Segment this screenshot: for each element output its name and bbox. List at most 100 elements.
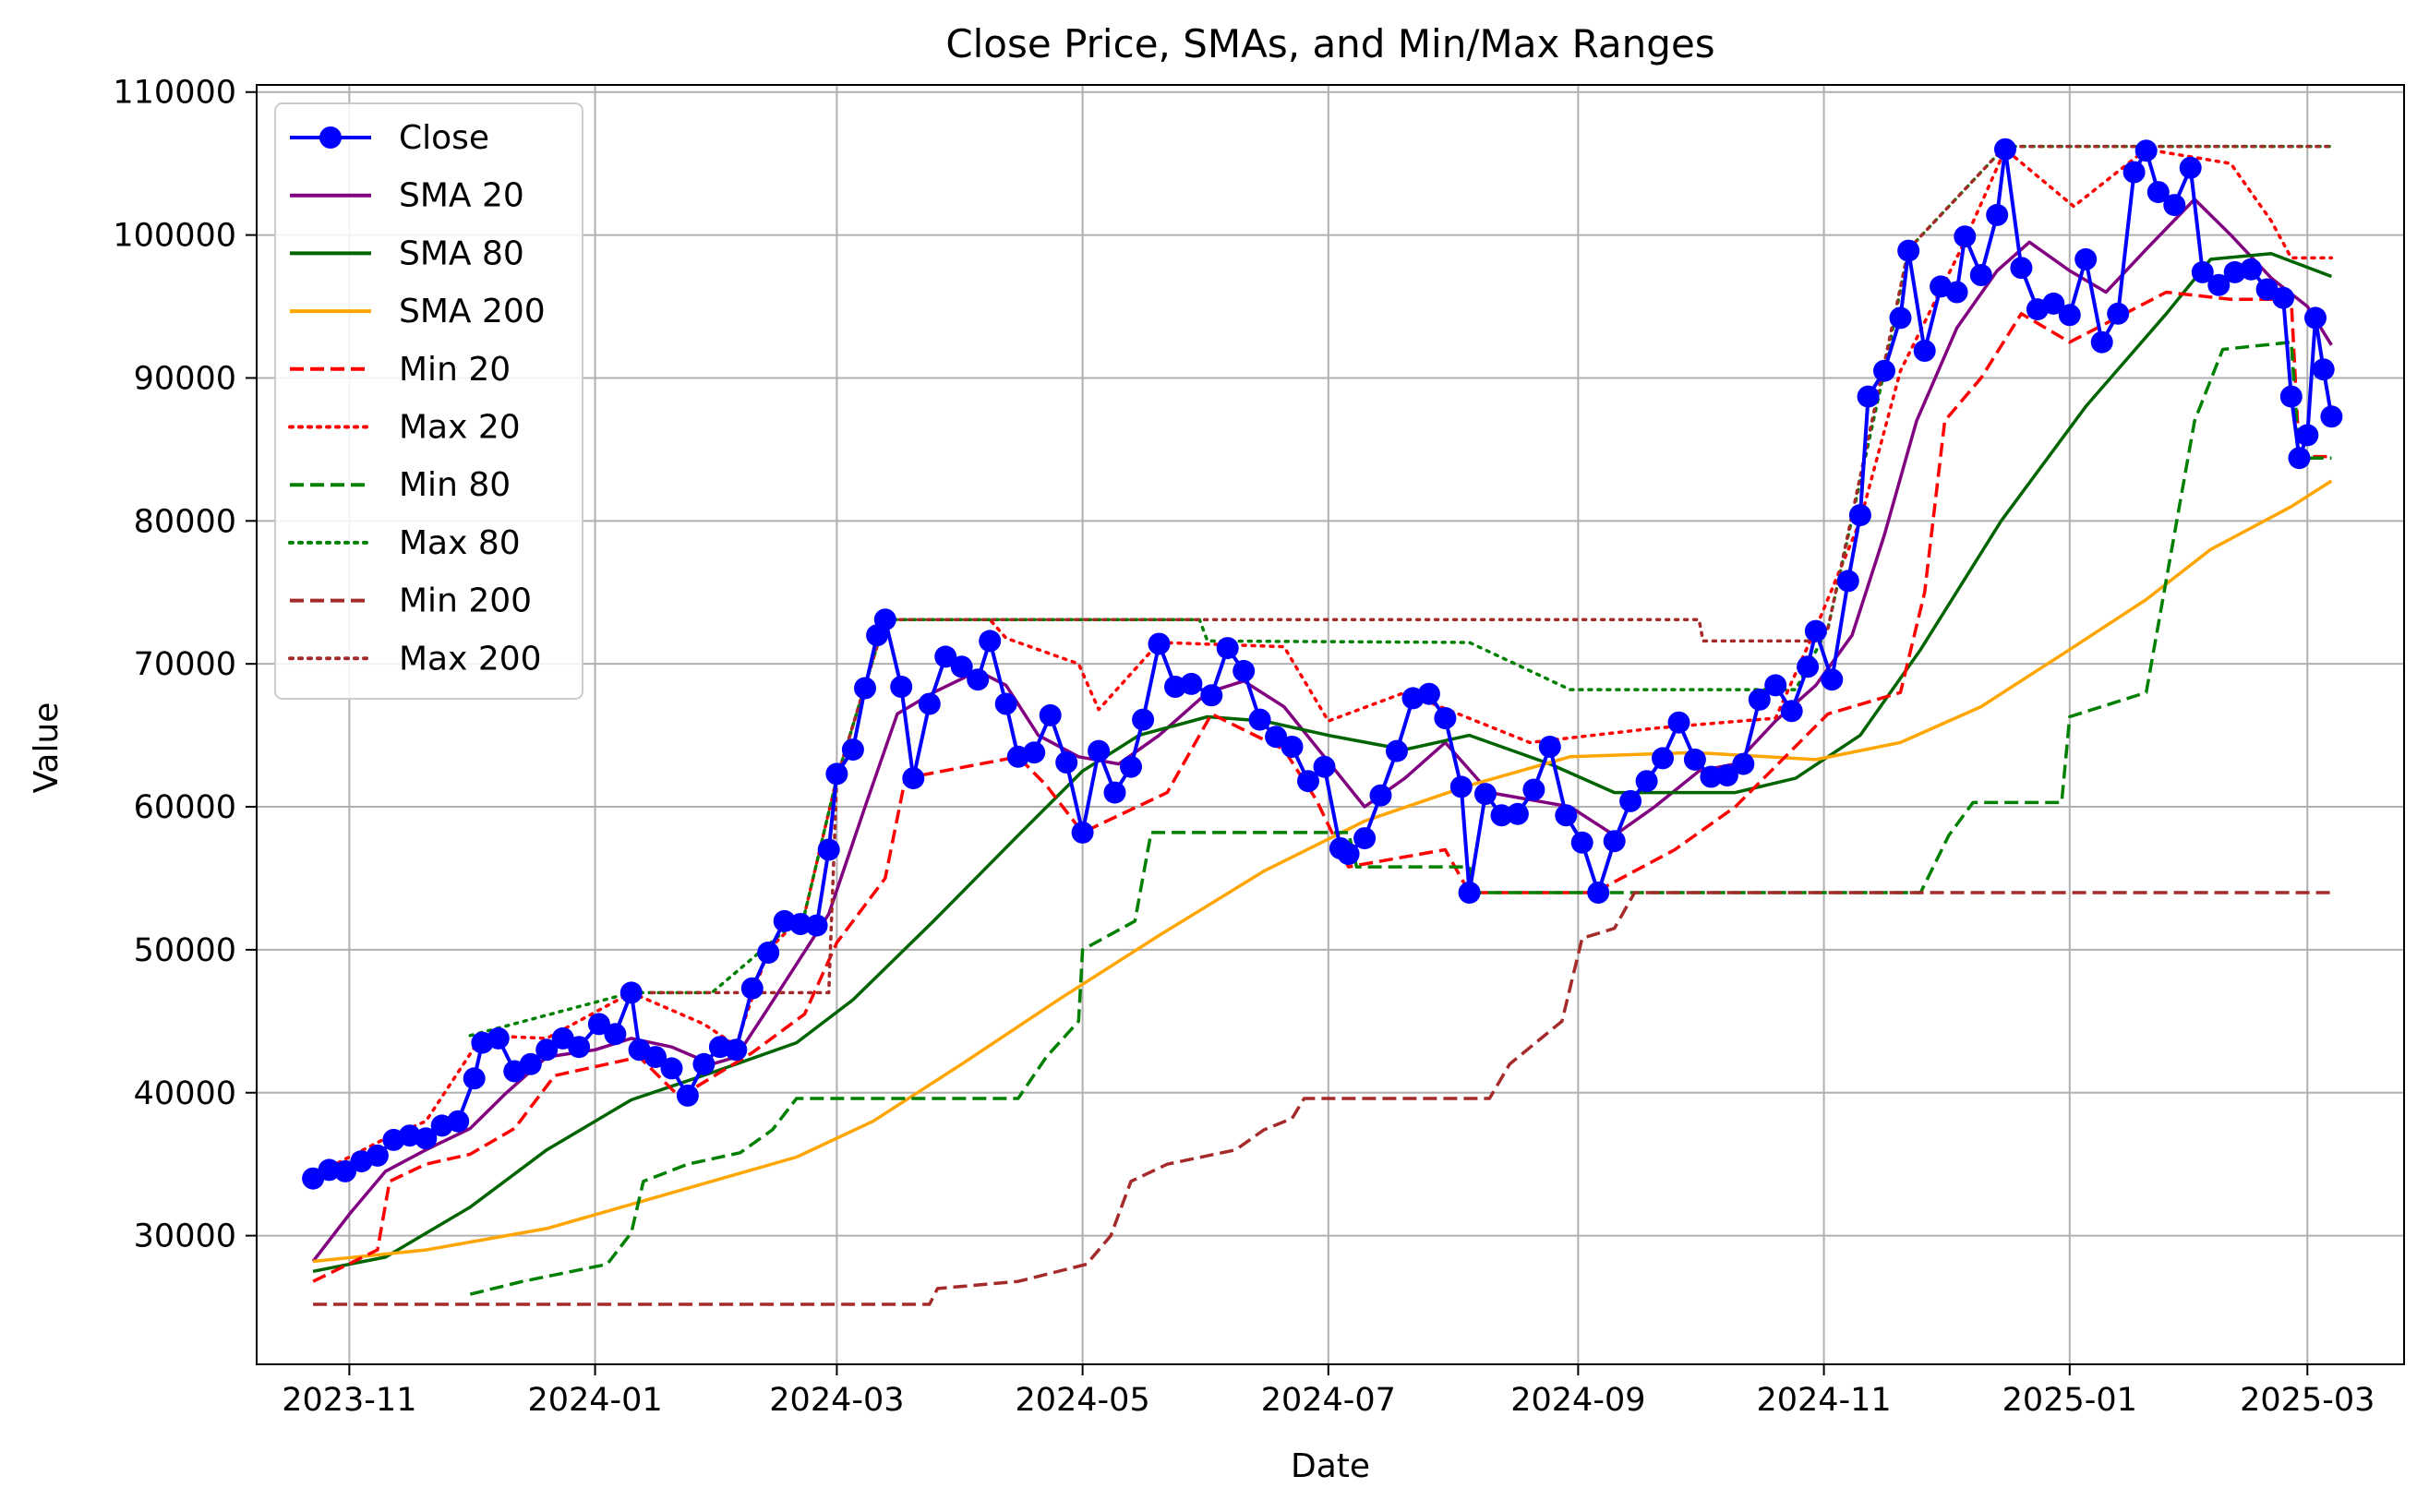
series-line-sma-80 [312,251,2333,1274]
legend: Close SMA 20 SMA 80 SMA 200 Min 20 Max 20 Min … [274,102,583,700]
series-min-200 [313,891,2332,1306]
series-line-min-20 [312,290,2332,1283]
x-tick-label: 2024-11 [1756,1382,1891,1419]
close-point [447,1110,470,1133]
series-sma-200 [312,479,2333,1264]
legend-marker-close [319,126,342,149]
close-point [619,981,643,1004]
legend-label-sma-20: SMA 20 [399,177,524,215]
close-point [890,676,913,698]
close-point [1449,775,1473,798]
close-point [1945,281,1968,304]
close-point [1386,739,1408,762]
close-point [1313,755,1336,778]
close-point [568,1036,591,1059]
series-min-80 [469,340,2332,1296]
close-point [1088,739,1111,762]
close-point [2090,330,2113,354]
close-point [1281,736,1304,758]
close-point [1667,711,1690,734]
legend-label-min-20: Min 20 [399,351,511,389]
close-point [740,977,764,1000]
close-point [950,655,973,678]
close-point [757,942,780,964]
chart-title: Close Price, SMAs, and Min/Max Ranges [945,21,1714,66]
close-point [1683,748,1706,771]
close-point [1248,708,1271,731]
close-point [1804,619,1827,642]
close-point [1538,736,1561,758]
close-point [1297,770,1319,793]
close-point [1652,747,1674,770]
ticks: 2023-11 2024-01 2024-03 2024-05 2024-07 2024-… [113,75,2375,1419]
y-tick-label: 110000 [113,75,236,112]
close-point [660,1057,683,1080]
series-line-sma-20 [311,198,2333,1263]
close-point [2122,161,2146,184]
close-point [873,608,896,631]
close-point [318,1158,341,1182]
close-point [2010,257,2033,280]
close-point [604,1023,627,1046]
legend-label-min-200: Min 200 [399,582,532,620]
close-point [1732,752,1755,775]
close-point [1780,700,1803,723]
series-line-sma-200 [312,479,2333,1264]
close-point [2207,273,2231,296]
close-point [2279,385,2303,408]
series-sma-80 [312,251,2333,1274]
close-point [535,1038,559,1062]
legend-label-close: Close [399,119,489,157]
series-layer [302,138,2343,1306]
close-point [1619,789,1642,812]
series-max-200 [649,144,2334,995]
grid [257,85,2404,1364]
close-point [979,630,1002,653]
close-point [1071,821,1094,844]
close-point [1132,708,1155,731]
close-point [841,738,864,762]
close-point [1889,306,1912,330]
y-tick-label: 50000 [134,932,236,969]
x-tick-label: 2024-03 [769,1382,904,1419]
x-axis-label: Date [1291,1447,1370,1485]
close-point [334,1159,356,1182]
close-point [2304,306,2327,330]
close-point [1603,830,1626,853]
close-point [994,692,1017,715]
close-point [463,1067,486,1090]
close-point [1417,682,1440,705]
close-point [1233,659,1256,682]
close-point [2312,358,2335,381]
close-point [1986,203,2009,226]
legend-label-sma-200: SMA 200 [399,293,546,330]
close-point [825,762,848,786]
close-point [2163,194,2186,217]
y-tick-label: 100000 [113,218,236,255]
close-point [1555,804,1578,827]
close-point [918,692,941,715]
series-line-max-20 [311,147,2334,1178]
close-point [415,1127,438,1150]
series-sma-20 [311,198,2333,1263]
close-point [1434,707,1457,729]
series-min-20 [312,290,2332,1283]
close-point [519,1052,542,1075]
x-tick-label: 2024-05 [1015,1382,1149,1419]
close-point [2074,247,2098,270]
close-point [1857,385,1880,408]
close-point [2134,139,2158,162]
close-point [1522,778,1545,801]
close-point [1506,802,1529,825]
close-point [1836,570,1859,593]
close-point [1873,359,1895,382]
close-point [805,914,828,937]
close-point [2240,258,2263,281]
close-point [1848,504,1871,527]
close-point [1969,264,1992,286]
series-line-min-200 [313,891,2332,1306]
y-tick-label: 80000 [134,503,236,540]
close-point [2179,156,2202,179]
close-point [1821,668,1844,691]
close-point [2042,292,2065,315]
